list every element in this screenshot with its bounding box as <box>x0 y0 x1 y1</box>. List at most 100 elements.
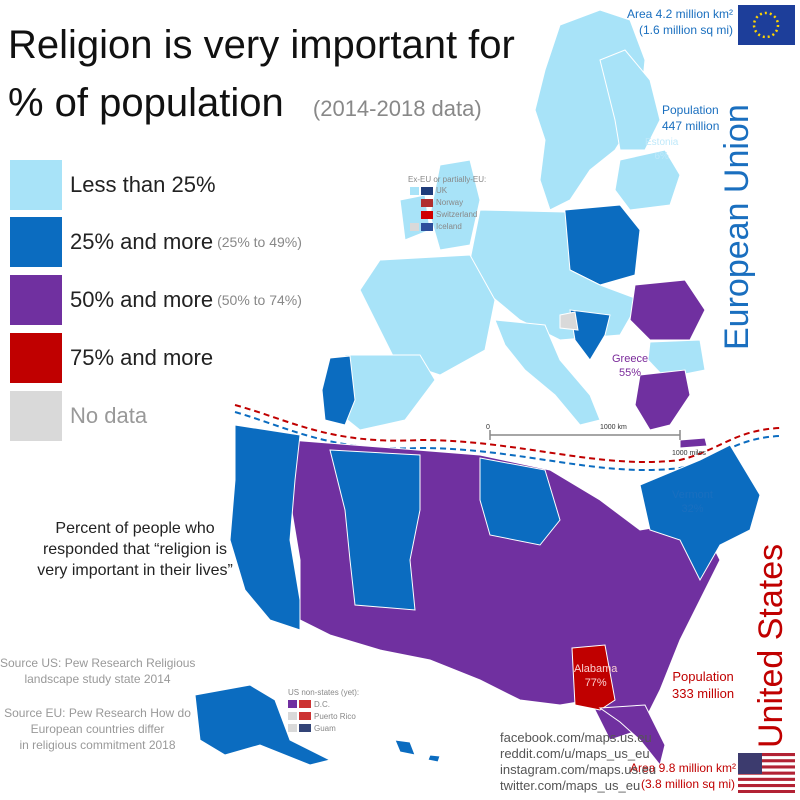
region-croatia <box>569 309 611 361</box>
us-non-state-guam: Guam <box>314 724 336 733</box>
scale-miles: 1000 miles <box>672 450 706 457</box>
source-line: landscape study state 2014 <box>24 672 171 686</box>
us-non-state-dc: D.C. <box>314 700 330 709</box>
us-map <box>194 424 761 767</box>
legend-label: Less than 25% <box>70 172 216 197</box>
ex-eu-swatches <box>410 187 433 231</box>
alabama-value: 77% <box>584 677 607 689</box>
ex-eu-title: Ex-EU or partially-EU: <box>408 175 487 184</box>
legend-item-25-more: 25% and more (25% to 49%) <box>10 217 302 267</box>
ex-eu-switzerland: Switzerland <box>436 210 478 219</box>
legend-label: 25% and more <box>70 229 214 254</box>
eu-name: European Union <box>718 104 756 350</box>
credit-twitter: twitter.com/maps_us_eu <box>500 778 641 793</box>
legend-swatch <box>10 217 62 267</box>
region-romania <box>629 279 706 341</box>
region-greece <box>634 369 691 431</box>
ex-eu-uk: UK <box>436 186 448 195</box>
region-baltics <box>614 149 681 211</box>
eu-population-value: 447 million <box>662 119 720 133</box>
source-eu: Source EU: Pew Research How do European … <box>0 705 195 753</box>
estonia-name: Estonia <box>645 137 679 148</box>
region-portugal <box>321 355 356 426</box>
us-non-state-puerto-rico: Puerto Rico <box>314 712 356 721</box>
legend-label: 50% and more <box>70 287 214 312</box>
scale-km: 1000 km <box>600 424 627 431</box>
us-mountain-blue <box>329 449 421 611</box>
region-balkans-nodata <box>559 311 579 331</box>
scale-bar <box>489 430 681 440</box>
scale-zero: 0 <box>486 424 490 431</box>
ex-eu-iceland: Iceland <box>436 222 462 231</box>
source-line: Source US: Pew Research Religious <box>0 656 196 670</box>
region-finland <box>599 49 661 151</box>
eu-population-label: Population <box>662 103 719 117</box>
us-hawaii <box>394 739 441 763</box>
legend-sub: (25% to 49%) <box>217 234 302 250</box>
greece-name: Greece <box>612 353 649 365</box>
legend-item-no-data: No data <box>10 391 147 441</box>
credits: facebook.com/maps.us.eu reddit.com/u/map… <box>500 730 657 794</box>
credit-instagram: instagram.com/maps.us.eu <box>500 762 657 777</box>
legend-swatch <box>10 275 62 325</box>
alabama-name: Alabama <box>574 663 618 675</box>
legend-sub: (50% to 74%) <box>217 292 302 308</box>
description-line: responded that “religion is <box>42 541 228 558</box>
ex-eu-norway: Norway <box>436 198 464 207</box>
legend-swatch <box>10 391 62 441</box>
us-area-line: Area 9.8 million km² <box>630 761 737 775</box>
legend-swatch <box>10 160 62 210</box>
eu-area-line: (1.6 million sq mi) <box>638 23 733 37</box>
us-non-states-title: US non-states (yet): <box>288 688 360 697</box>
us-area: Area 9.8 million km² (3.8 million sq mi) <box>630 760 737 792</box>
legend-item-50-more: 50% and more (50% to 74%) <box>10 275 302 325</box>
legend-swatch <box>10 333 62 383</box>
title-years: (2014-2018 data) <box>312 96 482 121</box>
us-midwest-blue <box>479 457 561 546</box>
legend-item-75-more: 75% and more <box>10 333 213 383</box>
us-flag-icon <box>738 753 795 793</box>
credit-reddit: reddit.com/u/maps_us_eu <box>500 746 650 761</box>
us-population-value: 333 million <box>672 686 735 701</box>
alabama-label: Alabama 77% <box>574 662 617 690</box>
source-us: Source US: Pew Research Religious landsc… <box>0 655 195 687</box>
source-line: Source EU: Pew Research How do <box>4 706 191 720</box>
title-main: % of population <box>8 81 284 125</box>
legend-item-less-25: Less than 25% <box>10 160 216 210</box>
description-line: very important in their lives” <box>37 562 233 579</box>
vermont-name: Vermont <box>672 489 713 501</box>
estonia-label: Estonia 6% <box>645 136 678 164</box>
eu-area: Area 4.2 million km² (1.6 million sq mi) <box>625 6 733 38</box>
us-northeast-blue <box>639 444 761 582</box>
us-alabama <box>571 644 616 711</box>
us-name: United States <box>752 543 790 748</box>
description: Percent of people who responded that “re… <box>20 518 250 581</box>
description-line: Percent of people who <box>55 520 215 537</box>
greece-label: Greece 55% <box>612 352 648 380</box>
vermont-value: 32% <box>681 503 704 515</box>
estonia-value: 6% <box>654 151 669 162</box>
legend-label: 75% and more <box>70 345 214 370</box>
credit-facebook: facebook.com/maps.us.eu <box>500 730 652 745</box>
eu-area-line: Area 4.2 million km² <box>626 7 733 21</box>
ocean-separator <box>234 404 781 471</box>
legend-label: No data <box>70 403 148 428</box>
source-line: European countries differ <box>30 722 165 736</box>
region-crete <box>679 437 708 449</box>
eu-population: Population 447 million <box>662 102 719 134</box>
us-area-line: (3.8 million sq mi) <box>640 777 735 791</box>
greece-value: 55% <box>619 367 642 379</box>
title-line-1: Religion is very important for <box>8 23 515 67</box>
vermont-label: Vermont 32% <box>672 488 713 516</box>
us-population: Population 333 million <box>672 668 734 702</box>
region-italy <box>494 319 601 426</box>
us-population-label: Population <box>672 669 734 684</box>
us-alaska <box>194 684 332 766</box>
us-florida <box>598 704 666 767</box>
source-line: in religious commitment 2018 <box>19 738 176 752</box>
region-france <box>359 254 496 376</box>
us-non-state-swatches <box>288 700 311 732</box>
us-west-blue <box>229 424 301 631</box>
eu-flag-icon <box>738 5 795 45</box>
